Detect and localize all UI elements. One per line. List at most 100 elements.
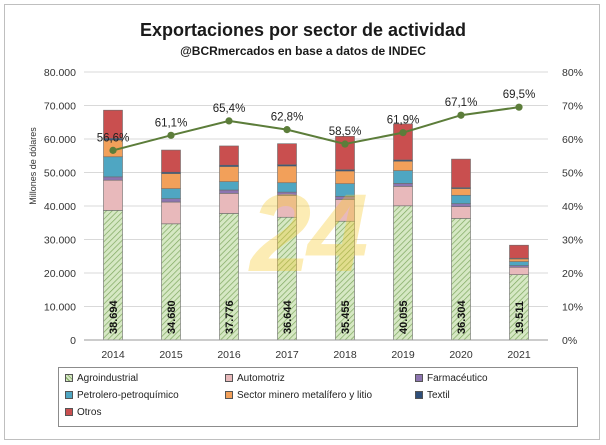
bar-segment [451, 203, 471, 207]
y2-tick-label: 60% [562, 134, 583, 146]
x-tick-label: 2020 [449, 349, 473, 361]
legend-swatch [65, 391, 73, 399]
share-label: 69,5% [503, 89, 536, 101]
legend-swatch [65, 374, 73, 382]
x-tick-label: 2017 [275, 349, 299, 361]
x-tick-label: 2021 [507, 349, 531, 361]
legend-item: Textil [415, 390, 450, 401]
bar-segment [451, 206, 471, 219]
legend-label: Automotriz [237, 373, 285, 384]
y2-tick-label: 80% [562, 67, 583, 79]
bar-segment [103, 179, 123, 211]
y-tick-label: 70.000 [44, 101, 76, 113]
y-tick-label: 80.000 [44, 67, 76, 79]
bar-segment [277, 143, 297, 165]
share-point [225, 117, 233, 125]
share-point [399, 129, 407, 137]
bar-data-label: 36.304 [456, 299, 468, 334]
bar-segment [219, 181, 239, 191]
bar-segment [219, 189, 239, 194]
share-label: 67,1% [445, 97, 478, 109]
y-tick-label: 50.000 [44, 168, 76, 180]
bar-segment [103, 176, 123, 181]
chart-title: Exportaciones por sector de actividad [139, 20, 467, 40]
share-label: 56,6% [97, 132, 130, 144]
legend-label: Otros [77, 407, 102, 418]
bar-segment [103, 109, 123, 139]
share-point [283, 126, 291, 134]
share-line [112, 106, 520, 152]
legend-swatch [65, 408, 73, 416]
bar-segment [393, 170, 413, 184]
legend-label: Sector minero metalífero y litio [237, 390, 373, 401]
y2-tick-label: 50% [562, 168, 583, 180]
bar-data-label: 40.055 [398, 300, 410, 334]
bar-segment [219, 193, 239, 214]
bar-segment [393, 186, 413, 207]
legend-swatch [225, 391, 233, 399]
chart-subtitle: @BCRmercados en base a datos de INDEC [180, 44, 426, 58]
x-tick-label: 2016 [217, 349, 241, 361]
bar-data-label: 36.644 [282, 299, 294, 334]
y2-tick-label: 0% [562, 335, 577, 347]
legend-label: Textil [427, 390, 450, 401]
bar-segment [393, 183, 413, 187]
bar-segment [103, 156, 123, 178]
bar-segment [509, 258, 529, 262]
y2-tick-label: 70% [562, 101, 583, 113]
watermark: 24 [250, 172, 368, 295]
bar-segment [509, 266, 529, 275]
share-label: 58,5% [329, 126, 362, 138]
bar-segment [509, 244, 529, 259]
bar-segment [451, 158, 471, 188]
legend-item: Otros [65, 407, 101, 418]
x-tick-label: 2014 [101, 349, 125, 361]
share-label: 61,1% [155, 117, 188, 129]
legend-label: Agroindustrial [77, 373, 139, 384]
bar-segment [161, 188, 181, 199]
share-label: 61,9% [387, 115, 420, 127]
y2-tick-label: 40% [562, 201, 583, 213]
bar-data-label: 38.694 [108, 299, 120, 334]
legend-item: Farmacéutico [415, 373, 488, 384]
share-label: 62,8% [271, 112, 304, 124]
y-tick-label: 60.000 [44, 134, 76, 146]
y-tick-label: 0 [70, 335, 76, 347]
share-point [341, 140, 349, 148]
legend-label: Farmacéutico [427, 373, 488, 384]
x-tick-label: 2018 [333, 349, 357, 361]
bar-segment [219, 166, 239, 182]
share-label: 65,4% [213, 103, 246, 115]
bar-data-label: 37.776 [224, 300, 236, 334]
bar-data-label: 35.455 [340, 300, 352, 334]
share-point [457, 111, 465, 119]
share-point [167, 131, 175, 139]
y-axis-label: Millones de dólares [28, 127, 38, 205]
bar-segment [161, 173, 181, 189]
x-tick-label: 2019 [391, 349, 415, 361]
bar-segment [509, 261, 529, 266]
bar-segment [451, 188, 471, 196]
legend-item: Petrolero-petroquímico [65, 390, 179, 401]
legend: Agroindustrial Automotriz Farmacéutico Petr… [58, 367, 578, 427]
share-point [109, 146, 117, 154]
y2-tick-label: 10% [562, 302, 583, 314]
bar-data-label: 34.680 [166, 300, 178, 334]
bar-segment [161, 198, 181, 203]
legend-swatch [225, 374, 233, 382]
bar-segment [393, 160, 413, 171]
y-tick-label: 20.000 [44, 268, 76, 280]
legend-label: Petrolero-petroquímico [77, 390, 179, 401]
legend-swatch [415, 391, 423, 399]
share-point [515, 103, 523, 111]
bar-segment [161, 149, 181, 173]
bar-segment [451, 194, 471, 204]
bar-segment [219, 145, 239, 166]
y2-tick-label: 30% [562, 235, 583, 247]
bar-data-label: 19.511 [514, 301, 526, 334]
legend-swatch [415, 374, 423, 382]
legend-item: Automotriz [225, 373, 285, 384]
bar-segment [335, 136, 355, 170]
y-tick-label: 40.000 [44, 201, 76, 213]
